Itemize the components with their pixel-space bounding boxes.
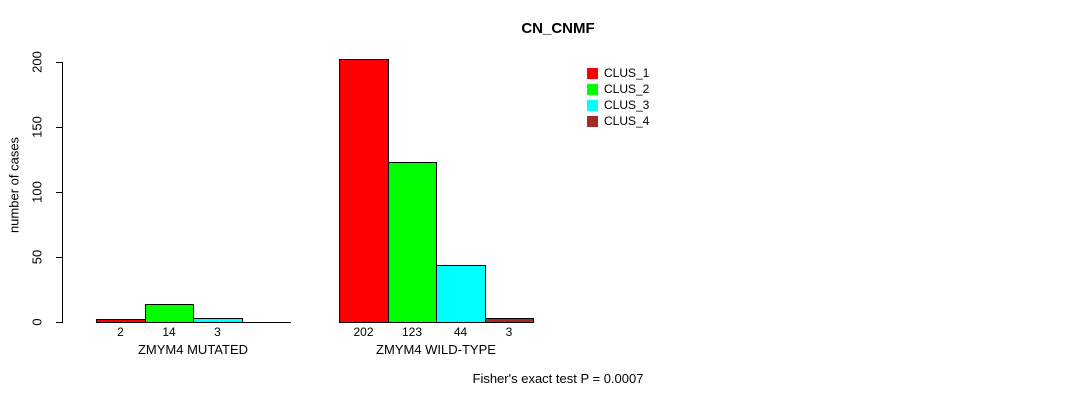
y-axis-title: number of cases <box>6 136 22 234</box>
bar-value-label: 3 <box>214 325 221 339</box>
category-label: ZMYM4 MUTATED <box>137 342 249 357</box>
legend-row: CLUS_4 <box>587 113 649 129</box>
y-tick-label: 200 <box>29 51 45 73</box>
y-tick-label: 100 <box>29 181 45 203</box>
legend-label: CLUS_4 <box>604 114 650 128</box>
bar-value-label: 2 <box>117 325 124 339</box>
bar-clus_3-zmym4-mutated <box>193 318 243 323</box>
y-tick-mark <box>56 322 63 323</box>
bar-clus_2-zmym4-wild-type <box>388 162 437 323</box>
y-tick-mark <box>56 192 63 193</box>
bar-value-label: 44 <box>453 325 468 339</box>
y-tick-mark <box>56 127 63 128</box>
bar-clus_3-zmym4-wild-type <box>436 265 486 323</box>
bar-value-label: 123 <box>401 325 423 339</box>
y-tick-mark <box>56 62 63 63</box>
bar-clus_4-zmym4-mutated-zero <box>242 322 291 323</box>
category-label: ZMYM4 WILD-TYPE <box>376 342 496 357</box>
legend-swatch <box>587 99 598 111</box>
y-tick-label: 0 <box>29 318 45 326</box>
y-tick-label: 50 <box>29 249 45 265</box>
legend-row: CLUS_2 <box>587 81 649 97</box>
legend-label: CLUS_2 <box>604 82 650 96</box>
legend-label: CLUS_1 <box>604 66 650 80</box>
y-tick-label: 150 <box>29 116 45 138</box>
bar-clus_4-zmym4-wild-type <box>485 318 534 323</box>
bar-value-label: 14 <box>162 325 176 339</box>
bar-clus_1-zmym4-wild-type <box>339 59 389 323</box>
legend-swatch <box>587 83 598 95</box>
y-tick-mark <box>56 257 63 258</box>
legend-swatch <box>587 67 598 79</box>
bar-clus_2-zmym4-mutated <box>145 304 194 323</box>
legend: CLUS_1 CLUS_2 CLUS_3 CLUS_4 <box>587 65 649 129</box>
bar-clus_1-zmym4-mutated <box>96 319 146 323</box>
chart-title: CN_CNMF <box>521 20 595 37</box>
footnote-fisher-test: Fisher's exact test P = 0.0007 <box>472 371 644 386</box>
bar-value-label: 3 <box>505 325 513 339</box>
legend-row: CLUS_1 <box>587 65 649 81</box>
legend-label: CLUS_3 <box>604 98 650 112</box>
bar-value-label: 202 <box>353 325 374 339</box>
legend-row: CLUS_3 <box>587 97 649 113</box>
legend-swatch <box>587 115 598 127</box>
